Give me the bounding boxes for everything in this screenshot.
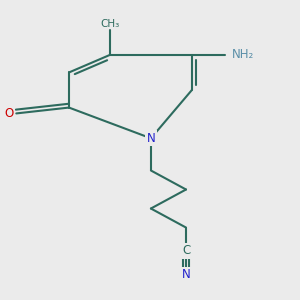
Text: C: C	[182, 244, 190, 257]
Text: NH₂: NH₂	[231, 48, 254, 62]
Text: O: O	[5, 107, 14, 120]
Text: N: N	[146, 132, 155, 145]
Text: CH₃: CH₃	[100, 19, 120, 28]
Text: N: N	[182, 268, 190, 281]
